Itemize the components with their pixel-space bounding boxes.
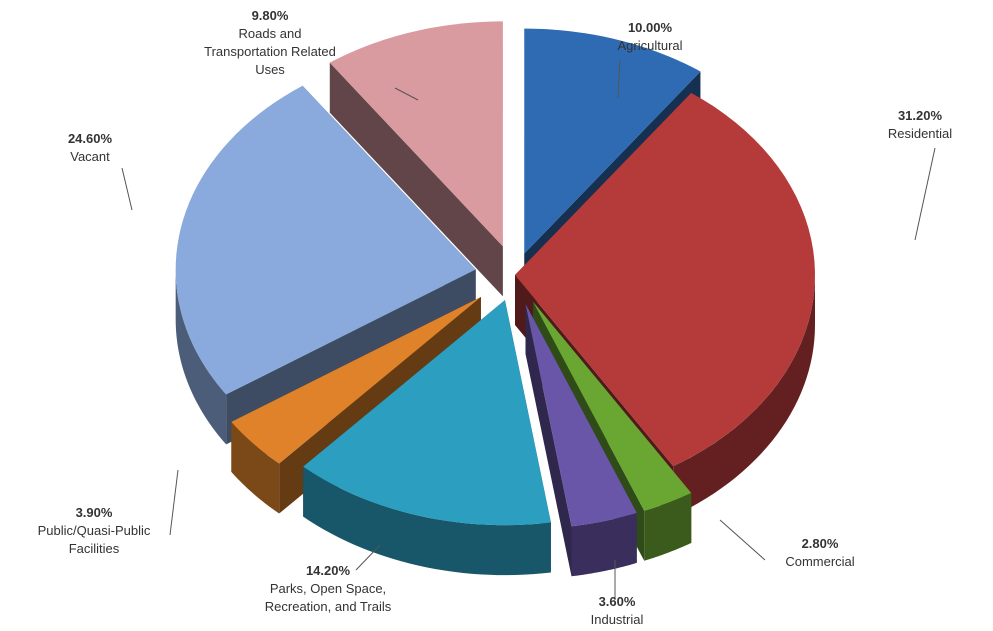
slice-category-name: Uses xyxy=(255,62,285,77)
leader-line-roads-and-transportation-related-uses xyxy=(394,87,419,101)
slice-label-roads-and-transportation-related-uses: 9.80% Roads and Transportation Related Uses xyxy=(204,8,336,77)
slice-top-vacant xyxy=(175,85,476,395)
slice-percent: 14.20% xyxy=(306,563,351,578)
slice-category-name: Industrial xyxy=(591,612,644,627)
slice-top-parks-open-space-recreation-and-trails xyxy=(303,300,551,526)
slice-roads-and-transportation-related-uses xyxy=(329,21,503,297)
slice-percent: 9.80% xyxy=(252,8,289,23)
slice-category-name: Commercial xyxy=(785,554,854,569)
slice-percent: 2.80% xyxy=(802,536,839,551)
slice-percent: 31.20% xyxy=(898,108,943,123)
slice-category-name: Transportation Related xyxy=(204,44,336,59)
slice-label-parks-open-space-recreation-and-trails: 14.20% Parks, Open Space, Recreation, and … xyxy=(265,563,392,614)
slice-top-agricultural xyxy=(524,28,701,254)
slice-category-name: Agricultural xyxy=(617,38,682,53)
slice-outer-wall xyxy=(303,466,551,576)
label-leader-lines xyxy=(121,59,936,600)
slice-top-industrial xyxy=(525,303,637,527)
slice-outer-wall xyxy=(571,512,637,577)
slice-label-industrial: 3.60% Industrial xyxy=(591,594,644,627)
slice-label-vacant: 24.60% Vacant xyxy=(68,131,113,164)
leader-line-parks-open-space-recreation-and-trails xyxy=(355,544,381,571)
slice-category-name: Roads and xyxy=(239,26,302,41)
slice-percent: 3.90% xyxy=(76,505,113,520)
slice-side-wall xyxy=(525,303,572,577)
slice-percent: 3.60% xyxy=(599,594,636,609)
leader-line-residential xyxy=(914,147,936,241)
slice-labels: 10.00% Agricultural 31.20% Residential 2.80%… xyxy=(38,8,953,627)
slice-label-residential: 31.20% Residential xyxy=(888,108,952,141)
leader-line-public-quasi-public-facilities xyxy=(169,469,179,536)
slice-top-residential xyxy=(515,92,815,467)
slice-label-agricultural: 10.00% Agricultural xyxy=(617,20,682,53)
slice-outer-wall xyxy=(644,492,692,561)
leader-line-commercial xyxy=(719,519,766,561)
slice-label-public-quasi-public-facilities: 3.90% Public/Quasi-Public Facilities xyxy=(38,505,151,556)
slice-category-name: Residential xyxy=(888,126,952,141)
slice-industrial xyxy=(525,303,637,577)
slice-parks-open-space-recreation-and-trails xyxy=(303,300,551,576)
leader-line-agricultural xyxy=(617,59,621,99)
slice-category-name: Recreation, and Trails xyxy=(265,599,392,614)
slice-top-public-quasi-public-facilities xyxy=(231,297,481,464)
slice-outer-wall xyxy=(673,275,815,517)
slice-category-name: Facilities xyxy=(69,541,120,556)
slice-label-commercial: 2.80% Commercial xyxy=(785,536,854,569)
slice-outer-wall xyxy=(231,421,280,514)
slice-category-name: Vacant xyxy=(70,149,110,164)
slice-outer-wall xyxy=(175,269,227,445)
slice-category-name: Parks, Open Space, xyxy=(270,581,386,596)
slice-percent: 10.00% xyxy=(628,20,673,35)
leader-line-vacant xyxy=(121,167,133,211)
slice-top-roads-and-transportation-related-uses xyxy=(329,21,503,247)
slice-percent: 24.60% xyxy=(68,131,113,146)
slice-category-name: Public/Quasi-Public xyxy=(38,523,151,538)
pie-slices xyxy=(175,21,815,577)
slice-side-wall xyxy=(329,62,503,297)
slice-top-commercial xyxy=(533,301,692,511)
